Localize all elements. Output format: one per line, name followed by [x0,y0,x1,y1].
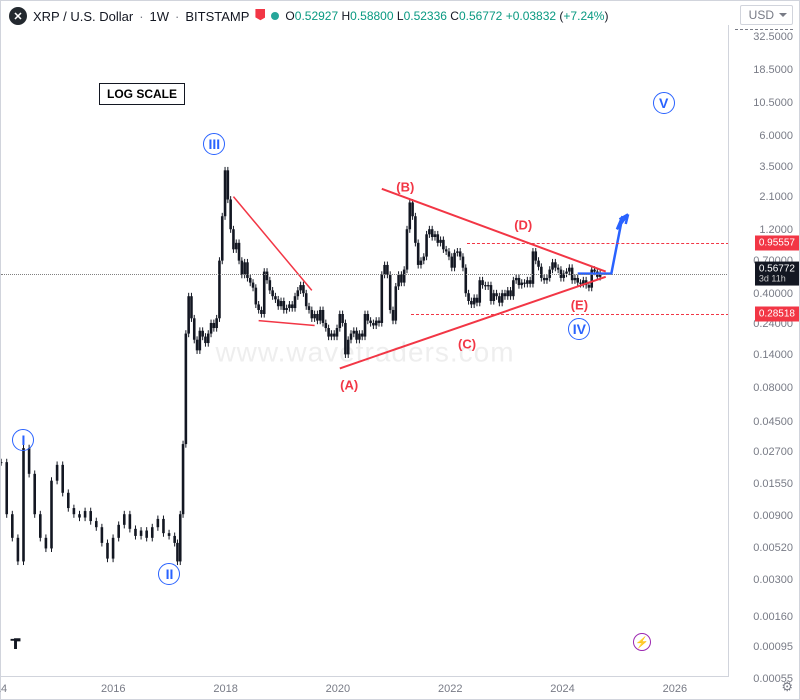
y-tick: 0.00900 [753,510,793,522]
price-tag-lower: 0.28518 [755,306,799,321]
plot-area[interactable]: www.wavetraders.com LOG SCALE ┲ ⚡ IIIIII… [1,25,729,677]
y-tick: 0.04500 [753,416,793,428]
y-tick: 0.00300 [753,574,793,586]
wave-label-(A)[interactable]: (A) [340,377,358,392]
x-tick: 2020 [326,683,350,695]
wave-label-(D)[interactable]: (D) [514,218,532,233]
x-tick: 2018 [213,683,237,695]
wave-label-V[interactable]: V [653,92,675,114]
y-tick: 2.1000 [759,191,793,203]
replay-icon[interactable]: ⚡ [633,633,651,651]
x-tick: 14 [0,683,7,695]
x-tick: 2016 [101,683,125,695]
price-tag-upper: 0.95557 [755,236,799,251]
wave-label-(E)[interactable]: (E) [571,298,588,313]
currency-selector[interactable]: USD [740,5,793,25]
log-scale-label: LOG SCALE [99,83,185,105]
exchange[interactable]: BITSTAMP [185,9,249,24]
wave-label-(B)[interactable]: (B) [396,179,414,194]
y-tick: 18.5000 [753,64,793,76]
symbol-icon: ✕ [9,7,27,25]
y-tick: 0.14000 [753,349,793,361]
y-tick: 0.08000 [753,382,793,394]
ohlc-block: O0.52927 H0.58800 L0.52336 C0.56772 +0.0… [285,9,608,23]
price-tag-current: 0.567723d 11h [755,261,799,286]
y-tick: 0.01550 [753,478,793,490]
chart-header: ✕ XRP / U.S. Dollar · 1W · BITSTAMP O0.5… [9,7,608,25]
symbol-name[interactable]: XRP / U.S. Dollar [33,9,133,24]
tradingview-logo: ┲ [11,631,20,649]
candle-flag-icon [255,9,265,23]
wave-label-III[interactable]: III [203,133,225,155]
y-tick: 32.5000 [753,31,793,43]
x-tick: 2024 [550,683,574,695]
wave-label-II[interactable]: II [158,563,180,585]
y-tick: 10.5000 [753,97,793,109]
y-tick: 0.40000 [753,288,793,300]
x-axis[interactable]: 14 2016 2018 2020 2022 2024 2026 [1,676,729,699]
wave-label-IV[interactable]: IV [568,318,590,340]
y-tick: 1.2000 [759,224,793,236]
y-tick: 0.00520 [753,542,793,554]
x-tick: 2022 [438,683,462,695]
wave-label-(C)[interactable]: (C) [458,337,476,352]
interval[interactable]: 1W [150,9,170,24]
y-axis[interactable]: 32.5000 18.5000 10.5000 6.0000 3.5000 2.1000 1… [728,25,799,677]
x-tick: 2026 [663,683,687,695]
y-tick: 0.02700 [753,446,793,458]
settings-icon[interactable]: ⚙ [781,679,793,695]
y-tick: 3.5000 [759,161,793,173]
chart-container: ✕ XRP / U.S. Dollar · 1W · BITSTAMP O0.5… [0,0,800,700]
wave-label-I[interactable]: I [12,429,34,451]
y-tick: 6.0000 [759,130,793,142]
y-tick: 0.00160 [753,611,793,623]
live-dot-icon [271,12,279,20]
y-tick: 0.00095 [753,641,793,653]
